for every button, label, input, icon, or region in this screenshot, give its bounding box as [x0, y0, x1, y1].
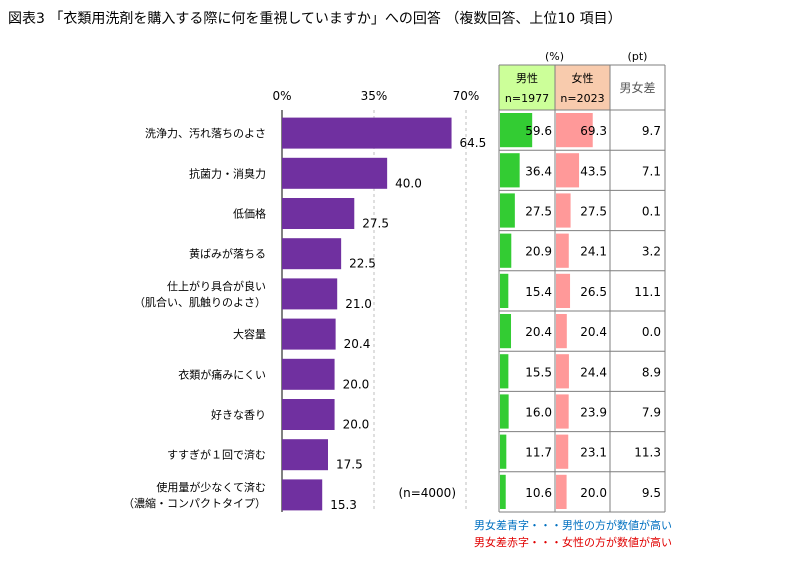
male-value: 15.5	[525, 365, 552, 379]
diff-value: 11.3	[634, 446, 661, 460]
female-value: 43.5	[580, 164, 607, 178]
category-label: 好きな香り	[211, 408, 266, 422]
female-value: 27.5	[580, 205, 607, 219]
male-data-bar	[500, 474, 506, 509]
female-value: 24.1	[580, 245, 607, 259]
diff-value: 11.1	[634, 285, 661, 299]
bar	[282, 117, 452, 149]
bar-value-label: 22.5	[349, 257, 376, 271]
bar-value-label: 40.0	[395, 176, 422, 190]
x-tick-label: 0%	[272, 89, 291, 103]
category-label: 低価格	[233, 207, 266, 221]
female-data-bar	[556, 153, 580, 188]
bar-value-label: 64.5	[460, 136, 487, 150]
category-label-sub: （肌合い、肌触りのよさ）	[134, 295, 266, 309]
female-data-bar	[556, 394, 569, 429]
female-data-bar	[556, 233, 569, 268]
diff-value: 7.9	[642, 406, 661, 420]
x-tick-label: 70%	[453, 89, 480, 103]
diff-value: 0.0	[642, 325, 661, 339]
female-data-bar	[556, 354, 569, 389]
male-data-bar	[500, 113, 533, 148]
diff-value: 3.2	[642, 245, 661, 259]
bar-value-label: 20.0	[343, 418, 370, 432]
diff-value: 7.1	[642, 164, 661, 178]
female-n-label: n=2023	[560, 92, 604, 105]
bar-value-label: 20.4	[344, 337, 371, 351]
male-n-label: n=1977	[505, 92, 549, 105]
category-label: 抗菌力・消臭力	[189, 166, 266, 180]
male-data-bar	[500, 394, 509, 429]
bar	[282, 238, 342, 270]
male-value: 16.0	[525, 406, 552, 420]
female-value: 23.1	[580, 446, 607, 460]
bar	[282, 358, 335, 390]
female-value: 24.4	[580, 365, 607, 379]
male-value: 15.4	[525, 285, 552, 299]
male-value: 10.6	[525, 486, 552, 500]
male-data-bar	[500, 354, 509, 389]
unit-pt-label: (pt)	[628, 50, 648, 63]
female-data-bar	[556, 113, 593, 148]
male-data-bar	[500, 434, 507, 469]
female-header-cell	[555, 65, 610, 110]
bar-value-label: 15.3	[330, 498, 357, 512]
male-data-bar	[500, 233, 512, 268]
category-label: 大容量	[233, 327, 266, 341]
diff-header-label: 男女差	[619, 80, 655, 95]
male-value: 11.7	[525, 446, 552, 460]
bar	[282, 399, 335, 430]
bar	[282, 318, 336, 350]
male-data-bar	[500, 314, 512, 349]
female-value: 23.9	[580, 406, 607, 420]
bar-value-label: 27.5	[362, 217, 389, 231]
male-value: 36.4	[525, 164, 552, 178]
male-value: 59.6	[525, 124, 552, 138]
legend-note-red: 男女差赤字・・・女性の方が数値が高い	[474, 536, 672, 549]
diff-value: 9.7	[642, 124, 661, 138]
male-data-bar	[500, 193, 515, 228]
category-label: 衣類が痛みにくい	[178, 367, 266, 381]
female-data-bar	[556, 474, 567, 509]
sample-size-label: (n=4000)	[398, 486, 456, 500]
male-data-bar	[500, 273, 509, 308]
female-data-bar	[556, 193, 571, 228]
category-label: 黄ばみが落ちる	[189, 247, 266, 261]
bar-value-label: 20.0	[343, 377, 370, 391]
category-label: すすぎが１回で済む	[167, 448, 266, 462]
legend-note-blue: 男女差青字・・・男性の方が数値が高い	[474, 519, 672, 532]
female-value: 69.3	[580, 124, 607, 138]
bar-value-label: 17.5	[336, 458, 363, 472]
diff-value: 9.5	[642, 486, 661, 500]
unit-percent-label: (%)	[545, 50, 564, 63]
bar	[282, 198, 355, 229]
male-header-label: 男性	[516, 71, 538, 85]
male-value: 27.5	[525, 205, 552, 219]
bar	[282, 479, 323, 511]
chart-title: 図表3 「衣類用洗剤を購入する際に何を重視していますか」への回答 （複数回答、上…	[8, 11, 622, 27]
category-label: 仕上がり具合が良い	[167, 279, 266, 293]
male-data-bar	[500, 153, 520, 188]
female-header-label: 女性	[572, 71, 594, 85]
category-label-sub: （濃縮・コンパクトタイプ）	[123, 496, 266, 510]
bar-value-label: 21.0	[345, 297, 372, 311]
female-value: 26.5	[580, 285, 607, 299]
x-tick-label: 35%	[361, 89, 388, 103]
female-value: 20.0	[580, 486, 607, 500]
bar	[282, 278, 338, 310]
male-value: 20.4	[525, 325, 552, 339]
male-value: 20.9	[525, 245, 552, 259]
bar	[282, 439, 328, 471]
female-value: 20.4	[580, 325, 607, 339]
female-data-bar	[556, 273, 571, 308]
diff-value: 8.9	[642, 365, 661, 379]
female-data-bar	[556, 314, 567, 349]
category-label: 洗浄力、汚れ落ちのよさ	[145, 126, 266, 140]
bar	[282, 157, 388, 189]
female-data-bar	[556, 434, 569, 469]
diff-value: 0.1	[642, 205, 661, 219]
male-header-cell	[499, 65, 555, 110]
category-label: 使用量が少なくて済む	[156, 480, 266, 494]
